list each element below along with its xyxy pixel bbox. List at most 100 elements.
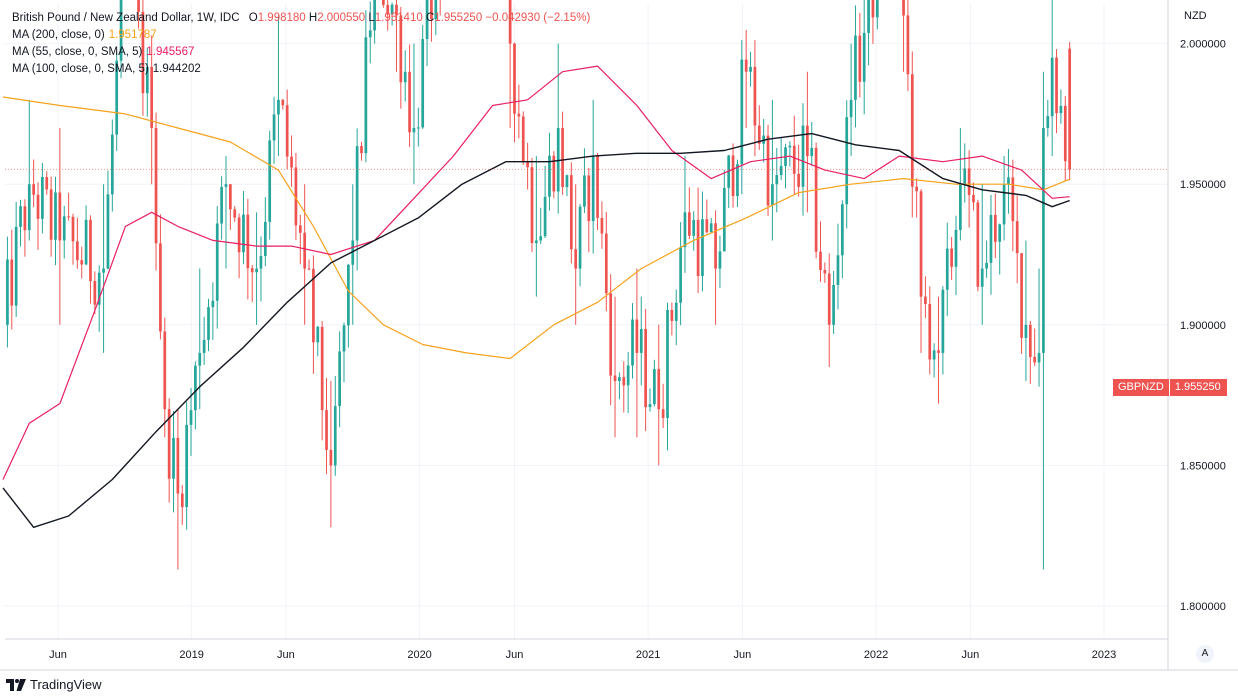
indicator-row-ma55[interactable]: MA (55, close, 0, SMA, 5) 1.945567	[12, 44, 590, 61]
indicator-row-ma100[interactable]: MA (100, close, 0, SMA, 5) 1.944202	[12, 61, 590, 78]
indicator-row-ma200[interactable]: MA (200, close, 0) 1.951787	[12, 27, 590, 44]
candle-body	[115, 60, 119, 135]
candle-body	[229, 184, 232, 210]
candle-body	[814, 147, 818, 252]
candle-body	[242, 214, 245, 253]
candle-body	[106, 194, 110, 269]
candle-body	[517, 113, 521, 117]
candle-body	[692, 219, 696, 236]
price-tick-label: 1.850000	[1180, 460, 1226, 472]
candle-body	[578, 206, 582, 269]
candle-body	[119, 0, 123, 61]
candle-body	[963, 168, 967, 185]
candle-body	[307, 268, 311, 270]
ohlc-high-value: 2.000550	[317, 12, 366, 24]
candle-body	[137, 0, 140, 12]
candle-body	[347, 264, 350, 326]
candle-body	[255, 268, 258, 273]
ohlc-open-value: 1.998180	[257, 12, 306, 24]
candle-body	[41, 177, 44, 219]
candle-body	[569, 175, 573, 250]
candle-body	[1007, 177, 1010, 185]
ohlc-low-label: L	[368, 12, 375, 24]
time-tick-label: Jun	[506, 649, 524, 661]
candle-body	[1059, 105, 1063, 114]
indicator-value: 1.945567	[146, 46, 195, 58]
time-tick-label: Jun	[49, 649, 67, 661]
candle-body	[701, 219, 704, 276]
candle-body	[840, 204, 844, 256]
candle-body	[548, 155, 551, 197]
candle-body	[338, 351, 341, 407]
candle-body	[1024, 324, 1028, 338]
candle-body	[45, 177, 49, 190]
candle-body	[639, 329, 643, 353]
candle-body	[263, 221, 267, 256]
candle-body	[530, 167, 534, 244]
candle-body	[998, 224, 1002, 242]
candle-body	[753, 66, 757, 126]
candle-body	[71, 216, 75, 242]
tradingview-brand-text: TradingView	[30, 677, 102, 692]
candle-body	[565, 175, 569, 188]
candle-body	[355, 146, 359, 241]
candle-body	[237, 217, 241, 253]
candle-body	[67, 216, 70, 218]
candle-body	[224, 184, 228, 188]
candle-body	[32, 184, 36, 195]
candle-body	[268, 140, 272, 222]
candle-body	[858, 35, 862, 82]
indicator-value: 1.951787	[108, 29, 157, 41]
candle-body	[972, 194, 975, 203]
price-tick-label: 2.000000	[1180, 39, 1226, 51]
candle-body	[320, 326, 324, 411]
candle-body	[421, 39, 425, 128]
candle-body	[980, 268, 984, 287]
ohlc-close-label: C	[425, 12, 435, 24]
candle-body	[6, 259, 9, 325]
price-tag-value: 1.955250	[1174, 381, 1221, 393]
candle-body	[941, 289, 945, 353]
candle-body	[945, 248, 949, 290]
candle-body	[543, 196, 547, 237]
candle-body	[583, 175, 586, 207]
candle-body	[333, 406, 337, 466]
candle-body	[622, 377, 626, 386]
indicator-value: 1.944202	[152, 63, 201, 75]
candle-body	[1028, 324, 1032, 357]
candle-body	[102, 268, 105, 273]
candle-body	[10, 259, 14, 306]
candle-body	[285, 105, 289, 157]
candle-body	[233, 209, 237, 218]
candle-body	[198, 352, 202, 366]
auto-scale-button[interactable]: A	[1196, 645, 1214, 663]
candle-body	[705, 219, 709, 233]
candle-body	[373, 0, 376, 31]
candle-body	[810, 147, 814, 157]
candle-body	[928, 303, 932, 360]
candle-body	[408, 71, 411, 133]
candle-body	[591, 156, 595, 222]
candle-body	[613, 375, 617, 382]
ohlc-low-value: 1.951410	[374, 12, 423, 24]
candle-body	[159, 243, 162, 332]
candle-body	[207, 307, 210, 340]
candle-body	[574, 249, 578, 269]
candle-body	[351, 240, 355, 265]
candle-body	[757, 125, 761, 144]
candle-body	[425, 0, 429, 40]
time-tick-label: 2022	[864, 649, 888, 661]
candle-body	[185, 424, 188, 508]
candle-body	[58, 192, 62, 241]
candle-body	[14, 226, 18, 306]
candle-body	[827, 273, 831, 325]
indicator-label: MA (55, close, 0, SMA, 5)	[12, 46, 143, 58]
time-tick-label: 2021	[636, 649, 660, 661]
candle-body	[97, 272, 101, 305]
footer-branding[interactable]: TradingView	[6, 677, 102, 692]
candle-body	[779, 165, 783, 176]
candle-body	[666, 309, 669, 418]
candle-body	[360, 146, 363, 154]
time-tick-label: Jun	[961, 649, 979, 661]
